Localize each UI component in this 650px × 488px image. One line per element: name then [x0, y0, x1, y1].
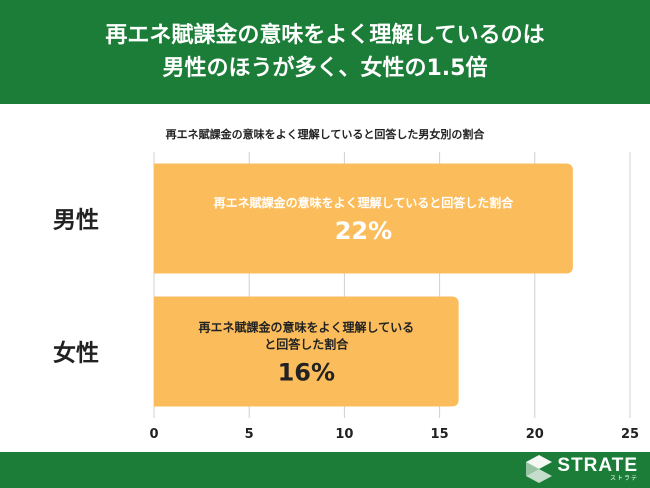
page-title-line2: 男性のほうが多く、女性の1.5倍 — [162, 56, 488, 81]
page-header: 再エネ賦課金の意味をよく理解しているのは 男性のほうが多く、女性の1.5倍 — [0, 0, 650, 104]
x-tick-label: 0 — [149, 427, 158, 442]
page-title-line1: 再エネ賦課金の意味をよく理解しているのは — [105, 23, 545, 48]
chart-title: 再エネ賦課金の意味をよく理解していると回答した男女別の割合 — [165, 128, 485, 141]
bar-label-text: と回答した割合 — [264, 337, 349, 352]
x-tick-label: 20 — [526, 427, 544, 442]
x-tick-label: 5 — [245, 427, 254, 442]
x-tick-label: 25 — [621, 427, 639, 442]
strate-s-icon — [526, 455, 553, 483]
bar-label-text: 再エネ賦課金の意味をよく理解していると回答した割合 — [214, 195, 515, 210]
logo-wordmark: STRATE — [557, 454, 638, 476]
bar-label-text: 再エネ賦課金の意味をよく理解している — [198, 320, 414, 335]
bar-value-label: 16% — [278, 359, 335, 387]
x-tick-label: 15 — [431, 427, 449, 442]
bar — [154, 296, 459, 407]
category-label: 男性 — [53, 208, 99, 234]
bar-value-label: 22% — [335, 217, 392, 245]
bar — [154, 163, 573, 274]
category-label: 女性 — [53, 340, 99, 367]
strate-logo: STRATE ストラテ — [526, 455, 638, 483]
logo-subtext: ストラテ — [609, 474, 638, 482]
x-tick-label: 10 — [335, 427, 353, 442]
page-footer: STRATE ストラテ — [0, 452, 650, 488]
